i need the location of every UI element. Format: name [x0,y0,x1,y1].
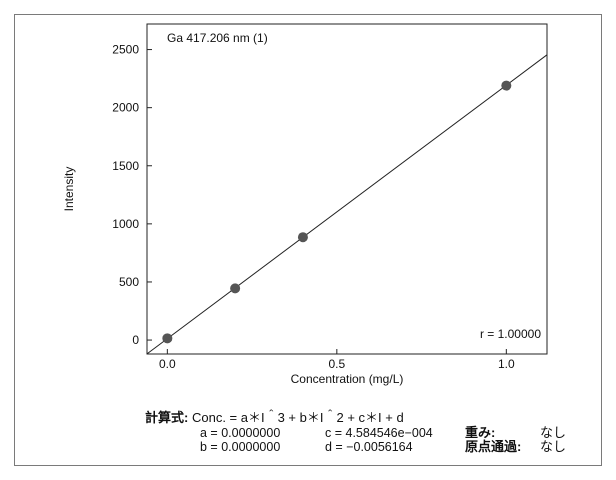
x-tick-label: 0.0 [159,357,176,371]
coef-d: d = −0.0056164 [325,440,413,454]
chart-title: Ga 417.206 nm (1) [167,31,268,45]
weight-label: 重み: [465,425,496,440]
coef-c: c = 4.584546e−004 [325,426,433,440]
y-tick-label: 0 [132,333,139,347]
x-tick-label: 0.5 [328,357,345,371]
coef-b: b = 0.0000000 [200,440,281,454]
y-tick-label: 500 [119,275,139,289]
data-point [162,333,173,344]
y-tick-label: 2500 [112,43,139,57]
plot-area [146,23,548,355]
fit-line [146,54,548,355]
formula-expression: Conc. = a＊I＾3 + b＊I＾2 + c＊I + d [191,410,404,425]
y-axis-label: Intensity [62,167,76,212]
coef-a: a = 0.0000000 [200,426,281,440]
data-point [297,232,308,243]
origin-value: なし [540,439,567,454]
y-tick-label: 2000 [112,101,139,115]
y-tick-label: 1000 [112,217,139,231]
formula-line: 計算式: Conc. = a＊I＾3 + b＊I＾2 + c＊I + d [145,407,404,426]
x-axis-label: Concentration (mg/L) [291,372,404,386]
data-point [501,80,512,91]
x-tick-label: 1.0 [498,357,515,371]
correlation-annotation: r = 1.00000 [480,327,541,341]
y-tick-label: 1500 [112,159,139,173]
formula-prefix: 計算式: [145,410,189,425]
data-point [230,283,241,294]
origin-label: 原点通過: [465,439,522,454]
weight-value: なし [540,425,567,440]
